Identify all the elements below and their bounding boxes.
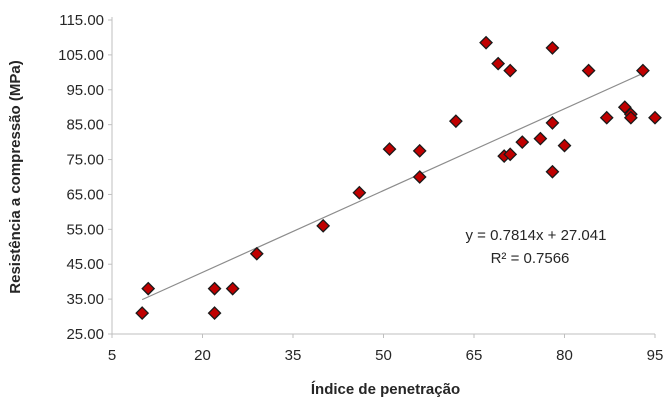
data-point [491,56,506,71]
y-tick-label: 85.00 [66,117,104,134]
data-point [545,164,560,179]
data-point [515,135,530,150]
y-axis-title: Resistência a compressão (MPa) [7,60,24,293]
x-tick-label: 20 [194,347,211,364]
data-point [503,63,518,78]
y-tick-label: 55.00 [66,221,104,238]
data-point [135,306,150,320]
y-tick-label: 65.00 [66,186,104,203]
data-point [545,40,560,55]
data-point [249,246,264,261]
trendline-equation: y = 0.7814x + 27.041 [466,227,607,244]
data-point [557,138,572,153]
data-point [382,142,397,157]
data-point [207,281,222,296]
trendline [141,71,647,301]
data-point [207,306,222,320]
data-point [352,185,367,200]
data-point [533,131,548,146]
r-squared-label: R² = 0.7566 [491,250,570,267]
data-point [545,116,560,130]
y-axis: 25.00 35.00 45.00 55.00 65.00 75.00 85.00 95.00… [58,12,113,343]
y-tick-label: 45.00 [66,256,104,273]
data-point [623,110,638,125]
x-tick-label: 50 [375,347,392,364]
x-tick-label: 35 [285,347,302,364]
data-point [412,170,427,184]
data-point [448,114,463,129]
x-axis-title: Índice de penetração [311,381,460,398]
data-point [225,281,240,296]
x-tick-label: 65 [466,347,483,364]
y-tick-label: 35.00 [66,291,104,308]
y-tick-labels: 25.00 35.00 45.00 55.00 65.00 75.00 85.00 95.00… [58,12,112,343]
x-tick-labels: 5 20 35 50 65 80 95 [108,334,664,364]
data-point [636,63,650,78]
data-point [479,35,493,50]
x-tick-label: 5 [108,347,116,364]
x-tick-label: 80 [556,347,573,364]
data-point [581,63,596,78]
x-axis: 5 20 35 50 65 80 95 [108,333,664,364]
data-point [412,143,427,158]
data-points [135,35,662,320]
y-tick-label: 25.00 [66,326,104,343]
data-point [316,218,331,233]
data-point [141,281,156,296]
y-tick-label: 75.00 [66,152,104,169]
y-tick-label: 95.00 [66,82,104,99]
x-tick-label: 95 [647,347,664,364]
data-point [599,110,614,125]
y-tick-label: 105.00 [58,47,104,64]
data-point [617,100,632,115]
y-tick-label: 115.00 [59,12,104,29]
data-point [503,147,518,162]
data-point [648,110,662,125]
